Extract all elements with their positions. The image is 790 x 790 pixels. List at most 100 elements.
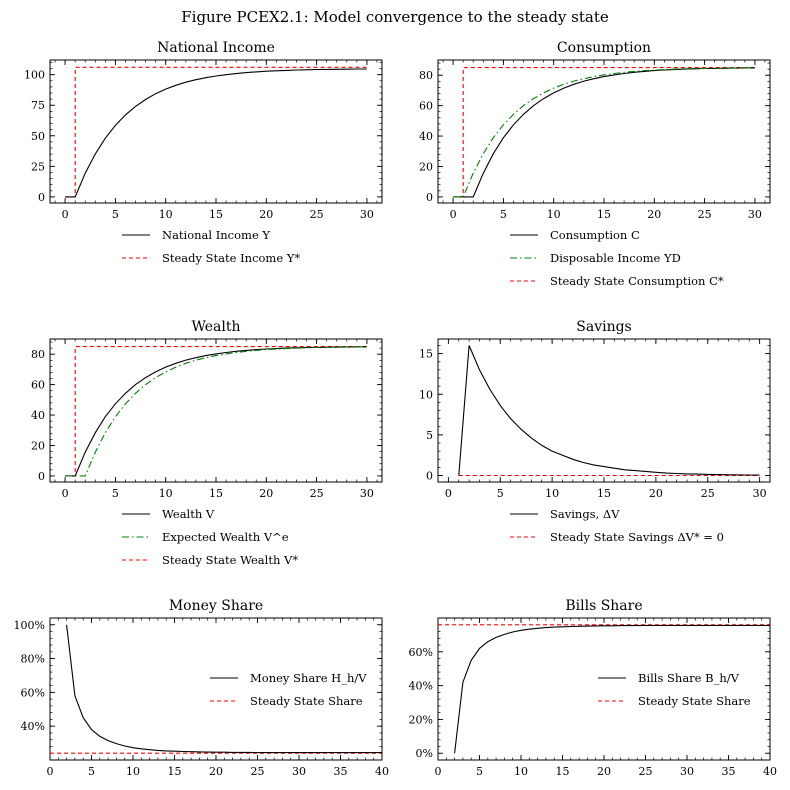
- x-tick-label: 0: [47, 765, 54, 778]
- y-tick-label: 0: [38, 191, 45, 204]
- legend-label: Savings, ΔV: [550, 507, 620, 521]
- legend-label: Steady State Share: [250, 694, 363, 708]
- x-tick-label: 10: [547, 208, 561, 221]
- y-tick-label: 75: [31, 99, 45, 112]
- subplot-title: Wealth: [192, 319, 241, 335]
- x-tick-label: 30: [360, 208, 374, 221]
- x-tick-label: 20: [649, 487, 663, 500]
- y-tick-label: 40%: [21, 720, 45, 733]
- subplot-1: National Income 0 5 10 15 20 25 30 0 25 50 75 100 Nat…: [24, 40, 383, 265]
- x-tick-label: 25: [310, 487, 324, 500]
- y-tick-label: 25: [31, 160, 45, 173]
- series-line-1: [66, 624, 382, 754]
- y-tick-label: 50: [31, 130, 45, 143]
- y-tick-label: 0: [426, 470, 433, 483]
- plot-frame: [437, 338, 771, 483]
- x-tick-label: 20: [597, 765, 611, 778]
- legend-label: Money Share H_h/V: [250, 671, 367, 685]
- subplot-title: Bills Share: [565, 598, 642, 614]
- subplot-title: Consumption: [557, 40, 651, 56]
- x-tick-label: 0: [445, 487, 452, 500]
- y-tick-label: 20%: [409, 713, 433, 726]
- subplot-title: Money Share: [169, 598, 263, 614]
- subplot-4: Savings 0 5 10 15 20 25 30 0 5 10 15 Savings, ΔV Stea…: [419, 319, 771, 544]
- x-tick-label: 0: [435, 765, 442, 778]
- x-tick-label: 25: [639, 765, 653, 778]
- x-tick-label: 30: [292, 765, 306, 778]
- legend-label: Wealth V: [162, 507, 215, 521]
- subplot-title: Savings: [576, 319, 632, 335]
- legend-label: Steady State Wealth V*: [162, 553, 298, 567]
- y-tick-label: 40: [419, 130, 433, 143]
- y-tick-label: 10: [419, 388, 433, 401]
- subplot-3: Wealth 0 5 10 15 20 25 30 0 20 40 60 80 Wealth V Expec…: [31, 319, 383, 567]
- x-tick-label: 5: [500, 208, 507, 221]
- x-tick-label: 20: [259, 487, 273, 500]
- legend-label: Steady State Consumption C*: [550, 274, 724, 288]
- x-tick-label: 35: [334, 765, 348, 778]
- series-line-1: [453, 67, 755, 198]
- plot-frame: [49, 59, 383, 204]
- y-tick-label: 40: [31, 409, 45, 422]
- x-tick-label: 30: [753, 487, 767, 500]
- plot-frame: [437, 59, 771, 204]
- x-tick-label: 20: [259, 208, 273, 221]
- x-tick-label: 5: [88, 765, 95, 778]
- y-tick-label: 60%: [21, 686, 45, 699]
- x-tick-label: 10: [159, 487, 173, 500]
- x-tick-label: 15: [597, 487, 611, 500]
- y-tick-label: 5: [426, 429, 433, 442]
- x-tick-label: 5: [476, 765, 483, 778]
- x-tick-label: 25: [310, 208, 324, 221]
- series-line-1: [454, 624, 770, 754]
- x-tick-label: 0: [62, 487, 69, 500]
- x-tick-label: 10: [126, 765, 140, 778]
- x-tick-label: 5: [497, 487, 504, 500]
- y-tick-label: 60: [419, 100, 433, 113]
- y-tick-label: 60%: [409, 646, 433, 659]
- series-line-3: [65, 346, 367, 477]
- y-tick-label: 80: [419, 69, 433, 82]
- series-line-1: [65, 346, 367, 477]
- series-line-2: [453, 67, 755, 198]
- legend-label: Consumption C: [550, 228, 640, 242]
- x-tick-label: 40: [375, 765, 389, 778]
- x-tick-label: 25: [698, 208, 712, 221]
- plot-frame: [49, 338, 383, 483]
- subplot-title: National Income: [157, 40, 275, 56]
- y-tick-label: 100%: [14, 619, 45, 632]
- series-line-1: [65, 68, 367, 198]
- x-tick-label: 20: [647, 208, 661, 221]
- x-tick-label: 30: [748, 208, 762, 221]
- y-tick-label: 0: [426, 191, 433, 204]
- legend-label: Steady State Income Y*: [162, 251, 300, 265]
- series-line-2: [65, 346, 367, 477]
- x-tick-label: 20: [209, 765, 223, 778]
- x-tick-label: 0: [62, 208, 69, 221]
- x-tick-label: 15: [209, 208, 223, 221]
- y-tick-label: 80%: [21, 653, 45, 666]
- x-tick-label: 10: [545, 487, 559, 500]
- plot-frame: [49, 617, 383, 761]
- figure-title: Figure PCEX2.1: Model convergence to the…: [181, 8, 609, 26]
- y-tick-label: 60: [31, 379, 45, 392]
- y-tick-label: 40%: [409, 680, 433, 693]
- x-tick-label: 0: [450, 208, 457, 221]
- plot-frame: [437, 617, 771, 761]
- x-tick-label: 10: [159, 208, 173, 221]
- y-tick-label: 20: [31, 439, 45, 452]
- legend-label: Expected Wealth V^e: [162, 530, 289, 544]
- legend-label: Steady State Share: [638, 694, 751, 708]
- x-tick-label: 15: [209, 487, 223, 500]
- x-tick-label: 30: [680, 765, 694, 778]
- legend-label: Bills Share B_h/V: [638, 671, 740, 685]
- y-tick-label: 80: [31, 348, 45, 361]
- y-tick-label: 100: [24, 69, 45, 82]
- x-tick-label: 35: [722, 765, 736, 778]
- legend-label: National Income Y: [162, 228, 270, 242]
- x-tick-label: 5: [112, 208, 119, 221]
- x-tick-label: 15: [597, 208, 611, 221]
- x-tick-label: 30: [360, 487, 374, 500]
- subplot-6: Bills Share 0 5 10 15 20 25 30 35 40 0% 20% 40% 60% Bi…: [409, 598, 777, 778]
